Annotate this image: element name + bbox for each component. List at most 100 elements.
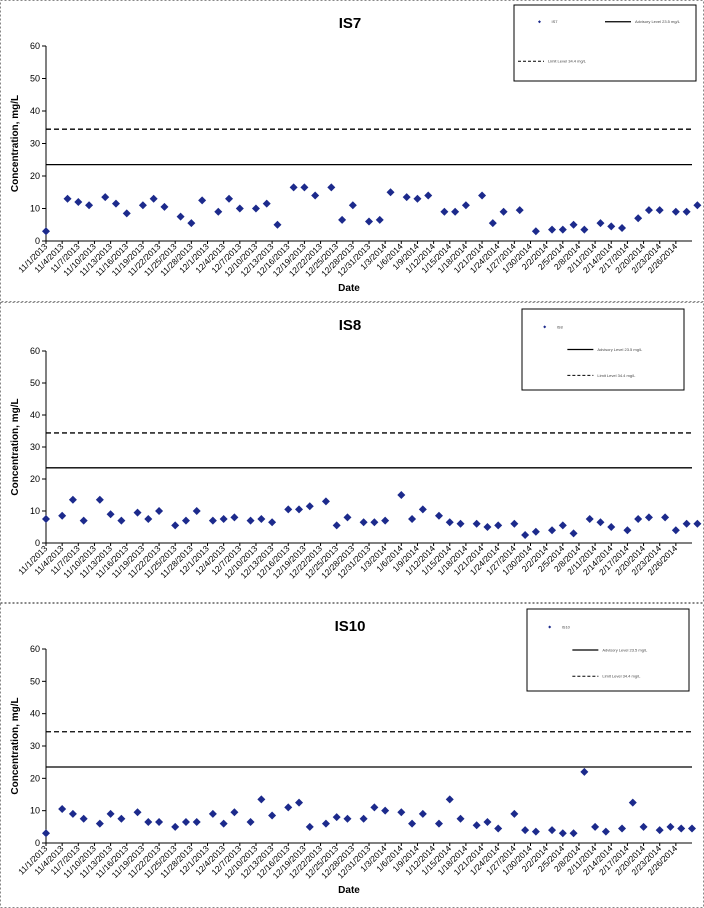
data-point <box>451 207 460 216</box>
data-point <box>666 822 675 831</box>
data-point <box>408 515 417 523</box>
data-point <box>225 194 234 203</box>
data-point <box>74 198 83 206</box>
data-point <box>273 220 282 229</box>
legend-label: IS8 <box>557 324 564 329</box>
legend-label: Limit Level 34.4 mg/L <box>548 59 587 64</box>
data-point <box>230 513 239 522</box>
data-point <box>601 827 610 836</box>
data-point <box>155 817 164 826</box>
data-point <box>144 817 153 826</box>
data-point <box>181 817 190 826</box>
data-point <box>499 207 508 216</box>
data-point <box>214 207 223 216</box>
data-point <box>634 515 643 523</box>
y-tick-label: 20 <box>30 773 40 783</box>
data-point <box>144 515 153 523</box>
data-point <box>548 826 557 835</box>
data-point <box>370 518 379 527</box>
y-tick-label: 10 <box>30 806 40 816</box>
data-point <box>634 214 643 223</box>
data-point <box>596 219 605 228</box>
y-tick-label: 40 <box>30 709 40 719</box>
legend-marker <box>537 20 541 24</box>
data-point <box>117 814 126 823</box>
data-point <box>585 515 594 523</box>
data-point <box>671 207 680 216</box>
data-point <box>85 201 94 210</box>
data-point <box>305 822 314 831</box>
data-point <box>63 194 72 203</box>
y-tick-label: 60 <box>30 346 40 356</box>
y-tick-label: 60 <box>30 644 40 654</box>
data-point <box>548 526 557 535</box>
chart-panel-is10: IS10010203040506011/1/201311/4/201311/7/… <box>0 603 704 908</box>
data-point <box>494 824 503 833</box>
data-point <box>671 526 680 535</box>
data-point <box>655 826 664 835</box>
data-point <box>332 521 341 530</box>
y-tick-label: 0 <box>35 538 40 548</box>
data-point <box>580 225 589 234</box>
chart-panel-is8: IS8010203040506011/1/201311/4/201311/7/2… <box>0 302 704 603</box>
data-point <box>68 809 77 818</box>
legend-box <box>526 608 690 692</box>
data-point <box>176 212 185 221</box>
data-point <box>418 809 427 818</box>
legend-label: IS7 <box>551 19 558 24</box>
data-point <box>569 829 578 838</box>
data-point <box>192 817 201 826</box>
data-point <box>295 505 304 514</box>
data-point <box>644 513 653 522</box>
legend-label: Limit Level 34.4 mg/L <box>602 674 641 679</box>
chart-panel-is7: IS7010203040506011/1/201311/4/201311/7/2… <box>0 0 704 302</box>
data-point <box>219 515 228 523</box>
data-point <box>413 194 422 203</box>
data-point <box>122 209 131 218</box>
data-point <box>111 199 120 208</box>
data-point <box>510 809 519 818</box>
data-point <box>693 201 702 210</box>
legend: IS10 Advisory Level 23.5 mg/L Limit Level … <box>526 608 690 692</box>
data-point <box>58 805 67 814</box>
legend-box <box>521 308 685 391</box>
data-point <box>375 215 384 224</box>
data-point <box>343 814 352 823</box>
y-tick-label: 0 <box>35 236 40 246</box>
data-point <box>418 505 427 514</box>
data-point <box>133 808 142 817</box>
data-point <box>246 516 255 525</box>
y-tick-label: 20 <box>30 474 40 484</box>
y-tick-label: 50 <box>30 74 40 84</box>
data-point <box>424 191 433 200</box>
data-point <box>192 507 201 515</box>
y-axis-title: Concentration, mg/L <box>10 398 21 495</box>
data-point <box>359 518 368 527</box>
data-point <box>155 507 164 515</box>
data-point <box>257 515 266 523</box>
data-point <box>58 511 67 520</box>
data-point <box>483 817 492 826</box>
data-point <box>171 822 180 831</box>
legend: IS8 Advisory Level 23.5 mg/L Limit Level 3… <box>521 308 685 391</box>
data-point <box>688 824 696 833</box>
y-tick-label: 30 <box>30 139 40 149</box>
y-tick-label: 10 <box>30 204 40 214</box>
data-point <box>531 227 540 236</box>
data-point <box>591 822 600 831</box>
chart-title: IS8 <box>339 317 362 334</box>
data-point <box>321 497 330 506</box>
legend-label: Advisory Level 23.5 mg/L <box>597 347 643 352</box>
data-point <box>483 523 492 531</box>
data-point <box>693 519 702 528</box>
data-point <box>95 819 104 828</box>
y-tick-label: 10 <box>30 506 40 516</box>
legend-label: Limit Level 34.4 mg/L <box>597 373 636 378</box>
data-point <box>381 516 390 525</box>
data-point <box>101 193 110 202</box>
data-point <box>440 207 449 216</box>
data-point <box>95 495 104 504</box>
y-tick-label: 30 <box>30 442 40 452</box>
data-point <box>434 511 443 520</box>
